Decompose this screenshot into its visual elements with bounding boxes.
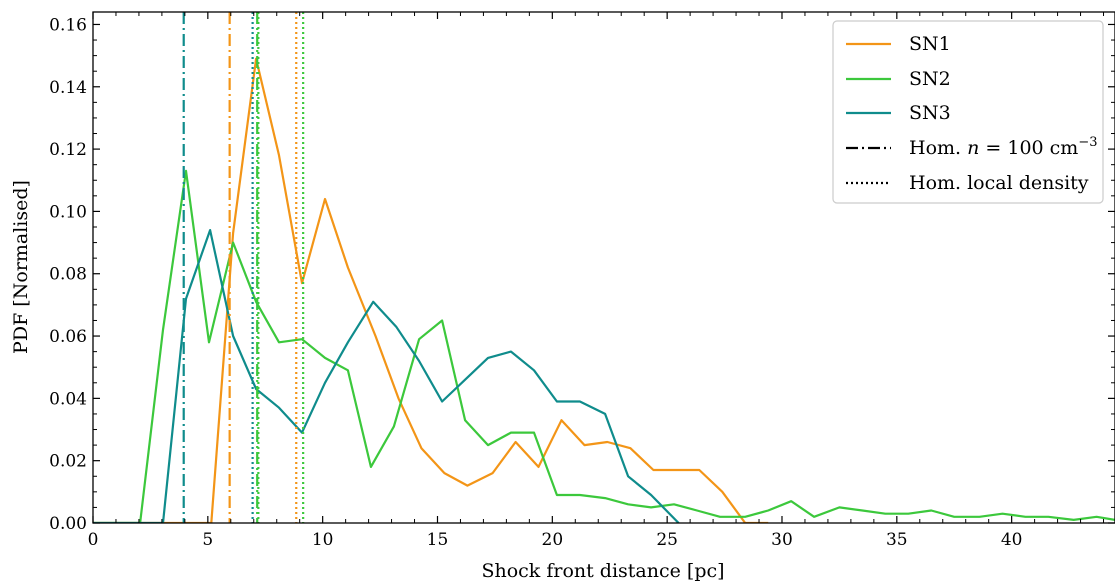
legend-label: SN1: [909, 33, 951, 55]
y-tick-label: 0.06: [49, 327, 87, 347]
legend-label: Hom. n = 100 cm−3: [909, 135, 1098, 159]
x-tick-label: 0: [88, 530, 99, 550]
x-tick-label: 5: [202, 530, 213, 550]
y-tick-label: 0.04: [49, 389, 87, 409]
x-tick-label: 15: [427, 530, 449, 550]
series-line-sn3: [93, 229, 680, 523]
x-tick-label: 20: [542, 530, 564, 550]
y-tick-label: 0.00: [49, 514, 87, 534]
y-tick-label: 0.08: [49, 265, 87, 285]
y-axis-label: PDF [Normalised]: [10, 180, 32, 354]
y-tick-label: 0.10: [49, 202, 87, 222]
x-tick-label: 10: [312, 530, 334, 550]
legend-box: [832, 20, 1104, 204]
x-axis-label: Shock front distance [pc]: [481, 560, 724, 582]
series-line-sn1: [93, 57, 769, 523]
legend-label: SN3: [909, 102, 951, 124]
y-tick-label: 0.02: [49, 452, 87, 472]
x-tick-label: 25: [656, 530, 678, 550]
legend: SN1 SN2 SN3 Hom. n = 100 cm−3 Hom. local den…: [832, 20, 1104, 204]
plot-frame: [92, 11, 1115, 524]
x-tick-label: 30: [771, 530, 793, 550]
legend-label: Hom. local density: [909, 172, 1089, 194]
y-tick-label: 0.16: [49, 15, 87, 35]
y-tick-label: 0.12: [49, 140, 87, 160]
x-tick-label: 40: [1001, 530, 1023, 550]
series-line-sn2: [93, 169, 1115, 523]
x-tick-label: 35: [886, 530, 908, 550]
y-tick-label: 0.14: [49, 78, 87, 98]
legend-label: SN2: [909, 68, 951, 90]
